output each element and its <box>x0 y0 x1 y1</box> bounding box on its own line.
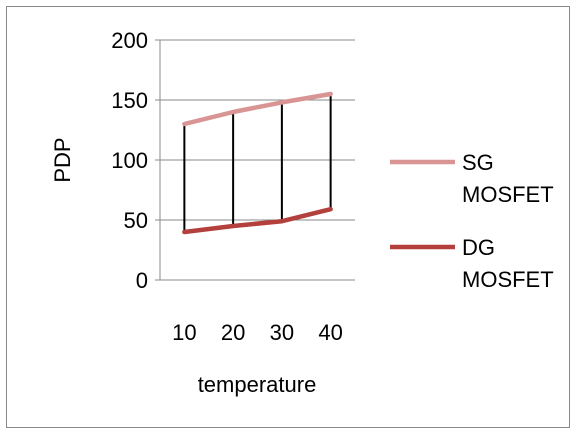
x-tick-label: 30 <box>270 320 294 345</box>
legend: SG MOSFET DG MOSFET <box>390 150 554 292</box>
y-tick-label: 200 <box>111 28 148 53</box>
series-lines <box>182 91 333 235</box>
chart-border <box>6 6 570 428</box>
x-tick-labels: 10 20 30 40 <box>172 320 343 345</box>
y-tick-label: 50 <box>124 208 148 233</box>
y-axis-title: PDP <box>50 137 75 182</box>
legend-label: MOSFET <box>462 182 554 207</box>
legend-label: SG <box>462 150 494 175</box>
legend-label: DG <box>462 235 495 260</box>
x-tick-label: 10 <box>172 320 196 345</box>
y-tick-label: 150 <box>111 88 148 113</box>
y-tick-label: 0 <box>136 268 148 293</box>
y-tick-labels: 0 50 100 150 200 <box>111 28 148 293</box>
series-line-1 <box>182 91 333 127</box>
legend-label: MOSFET <box>462 267 554 292</box>
gridlines <box>160 39 355 221</box>
drop-lines <box>183 94 332 232</box>
y-tick-label: 100 <box>111 148 148 173</box>
x-tick-label: 40 <box>318 320 342 345</box>
x-axis-title: temperature <box>198 372 317 397</box>
axes <box>155 39 355 281</box>
x-tick-label: 20 <box>221 320 245 345</box>
series-line-2 <box>182 206 333 235</box>
